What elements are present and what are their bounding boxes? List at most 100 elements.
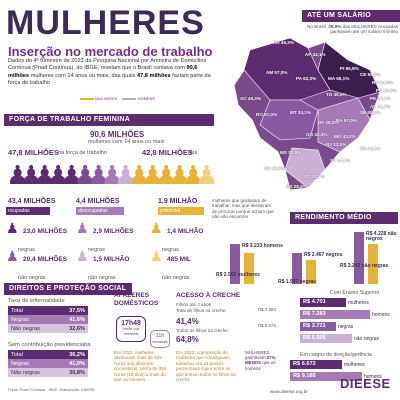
woman-figure-icon: ♟ xyxy=(6,160,30,190)
page-title: MULHERES xyxy=(6,4,205,42)
state-label-ap: AP 43,1% xyxy=(305,52,326,57)
state-label-go: GO 42,4% xyxy=(306,132,328,137)
table-cell-label: Não negras xyxy=(8,368,58,377)
income-bar-label: R$ 2.467 negros xyxy=(304,252,343,259)
labor-total-label: mulheres com 14 anos ou mais xyxy=(88,139,165,145)
map-note: No Brasil, 39,9% das MULHERES ocupadas g… xyxy=(306,24,398,35)
unemployed-value: 4,4 MILHÕES xyxy=(76,198,120,205)
woman-icon: ♟ xyxy=(150,248,163,264)
intro-part: Dados do 4º trimestre de 2023 da Pesquis… xyxy=(8,58,207,72)
state-label-rr: RR 49,3% xyxy=(273,40,294,45)
pot-nonblack: ♟ 485 MIL não negras xyxy=(150,248,191,284)
table-row: Total 36,2% xyxy=(8,350,88,359)
un-nonblack-value: 1,5 MILHÃO xyxy=(93,256,130,263)
pension-title: Sem contribuição previdenciária xyxy=(8,342,91,348)
people-row: ♟ ♟ ♟ ♟ ♟ ♟ ♟ ♟ ♟ ♟ ♟ ♟ ♟ ♟ ♟ xyxy=(6,160,218,194)
daycare-value: 41,4% xyxy=(176,317,199,326)
income-bar-label: R$ 4.228 não negros xyxy=(366,230,397,243)
woman-figure-icon: ♟ xyxy=(73,160,97,190)
labor-total-value: 90,6 MILHÕES xyxy=(90,130,145,139)
informality-title: Taxa de informalidade xyxy=(8,298,65,304)
directors-label: homens xyxy=(364,374,382,380)
hours-women-label: horas por semana xyxy=(122,326,140,336)
domestic-title: AFAZERES DOMÉSTICOS xyxy=(114,292,158,308)
state-label-al: AL 62,1% xyxy=(370,104,391,109)
brand-logo: DIEESE xyxy=(340,376,391,391)
hours-men-label: semanais xyxy=(152,340,168,344)
state-label-rj: RJ 33,5% xyxy=(326,142,347,147)
domestic-title-a: AFAZERES xyxy=(114,292,150,299)
occupied-label: ocupadas xyxy=(6,207,50,215)
domestic-note: Em 2022, mulheres dedicaram mais de 925 … xyxy=(114,350,167,383)
table-cell-value: 30,8% xyxy=(57,368,88,377)
woman-figure-icon: ♟ xyxy=(181,160,205,190)
state-label-pa: PA 62,3% xyxy=(296,76,317,81)
occ-black: ♟ 23,0 MILHÕES negras xyxy=(6,220,67,256)
intro-text: Dados do 4º trimestre de 2023 da Pesquis… xyxy=(8,58,216,87)
labor-section-title: FORÇA DE TRABALHO FEMININA xyxy=(4,114,214,126)
potential-note: mulheres que gostariam de trabalhar, mas… xyxy=(212,198,274,219)
woman-figure-icon: ♟ xyxy=(46,160,70,190)
income-bar xyxy=(368,244,378,284)
woman-figure-icon: ♟ xyxy=(60,160,84,190)
labor-in-label: na força de trabalho xyxy=(58,150,107,156)
un-black: ♟ 2,9 MILHÕES negras xyxy=(76,220,133,256)
map-region-centerwest xyxy=(259,99,319,141)
un-nonblack-label: não negras xyxy=(88,275,116,281)
woman-figure-icon: ♟ xyxy=(87,160,111,190)
woman-figure-icon: ♟ xyxy=(100,160,124,190)
woman-figure-icon: ♟ xyxy=(168,160,192,190)
state-label-pr: PR 26,5% xyxy=(264,166,285,171)
higher-ed-bar: R$ 7.283 xyxy=(300,310,370,319)
state-label-pi: PI 65,5% xyxy=(340,66,359,71)
state-label-rs: RS 28,4% xyxy=(286,184,307,189)
table-row: Negras 41,0% xyxy=(8,359,88,368)
woman-figure-icon: ♟ xyxy=(127,160,151,190)
state-label-rn: RN 64,4% xyxy=(372,80,393,85)
daycare-sub: Total de filhos na creche xyxy=(176,308,226,313)
map-section-title: ATÉ UM SALÁRIO MÍNIMO xyxy=(302,10,400,31)
state-label-ro: RO 57,0% xyxy=(256,112,278,117)
state-label-ma: MA 66,1% xyxy=(328,76,350,81)
map-region-southeast xyxy=(317,97,371,153)
occ-black-value: 23,0 MILHÕES xyxy=(23,228,68,235)
daycare-label2: Todos os filhos na creche xyxy=(176,328,228,333)
rights-section-title: DIREITOS E PROTEÇÃO SOCIAL xyxy=(4,283,132,295)
woman-figure-icon: ♟ xyxy=(154,160,178,190)
footer-url[interactable]: www.dieese.org.br xyxy=(270,389,308,394)
pot-nonblack-value: 485 MIL xyxy=(167,256,191,263)
woman-figure-icon: ♟ xyxy=(33,160,57,190)
directors-bar: R$ 6.672 xyxy=(290,360,342,369)
state-label-ms: MS 32,9% xyxy=(280,150,302,155)
hours-women-value: 17h48 xyxy=(121,320,141,327)
intro-part: mulheres com 14 anos ou mais, das quais xyxy=(29,72,138,79)
state-label-mt: MT 33,2% xyxy=(290,110,311,115)
table-cell-label: Não negras xyxy=(8,324,58,333)
higher-ed-title: Com Ensino Superior xyxy=(330,290,380,296)
pot-nonblack-label: não negras xyxy=(162,275,190,281)
occ-nonblack-label: não negras xyxy=(18,275,46,281)
table-row: Negras 41,6% xyxy=(8,315,88,324)
state-label-sp: SP 24,8% xyxy=(330,158,351,163)
income-bar xyxy=(354,231,364,284)
domestic-title-b: DOMÉSTICOS xyxy=(114,300,159,307)
table-row: Não negras 30,8% xyxy=(8,368,88,377)
directors-bar: R$ 9.185 xyxy=(290,372,362,381)
woman-icon: ♟ xyxy=(150,220,163,236)
higher-ed-label: homens xyxy=(372,312,390,318)
intro-highlight: 90,6 milhões xyxy=(8,65,198,79)
map-region-north xyxy=(243,37,331,101)
labor-in-value: 47,8 MILHÕES xyxy=(8,148,59,157)
intro-part: faziam parte da força de trabalho xyxy=(8,72,211,86)
legend-men: HOMENS xyxy=(137,96,156,101)
state-label-mg: MG 43,2% xyxy=(334,134,356,139)
state-label-to: TO 45,5% xyxy=(326,92,347,97)
table-cell-label: Total xyxy=(8,306,58,315)
map-region-south xyxy=(284,147,326,189)
map-note-part: das MULHERES ocupadas ganhavam até um sa… xyxy=(330,24,398,35)
state-label-pe: PE 64,1% xyxy=(370,96,391,101)
legend-swatch-women xyxy=(80,97,94,100)
pot-black-label: negras xyxy=(162,247,179,253)
legend-women: MULHERES xyxy=(95,96,118,101)
woman-figure-icon: ♟ xyxy=(114,160,138,190)
